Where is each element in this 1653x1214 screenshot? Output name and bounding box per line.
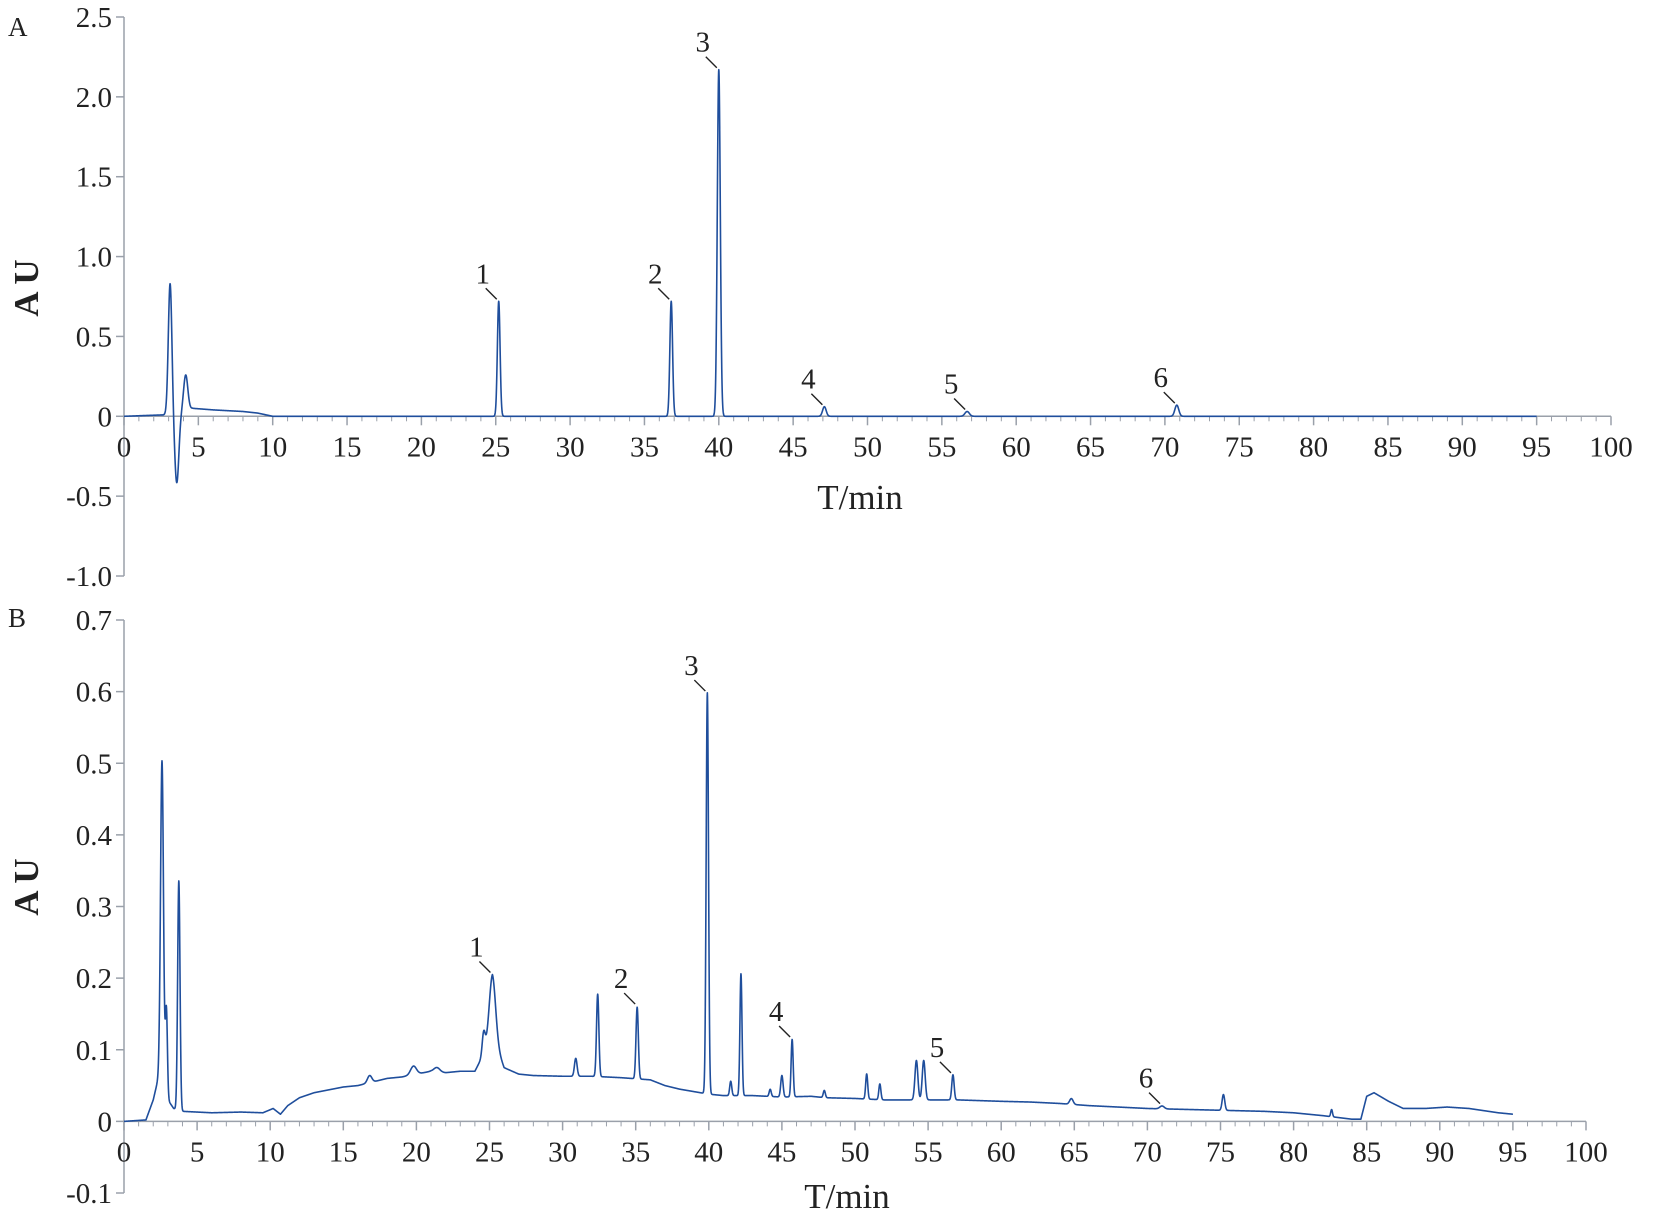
peak-leader-line [1148, 1092, 1161, 1105]
peak-label: 2 [648, 258, 663, 290]
x-tick-label: 40 [694, 1136, 723, 1168]
peak-label: 4 [769, 996, 784, 1028]
peak-leader-line [1163, 391, 1176, 404]
y-tick-label: 0.7 [76, 605, 112, 637]
x-tick-label: 90 [1425, 1136, 1454, 1168]
peak-label: 3 [684, 650, 699, 682]
peak-leader-line [810, 393, 823, 406]
x-tick-label: 0 [117, 431, 132, 463]
peak-leader-line [939, 1061, 952, 1074]
y-tick-label: 0.3 [76, 892, 112, 924]
x-tick-label: 85 [1352, 1136, 1381, 1168]
y-tick-label: -0.1 [66, 1178, 112, 1210]
y-tick-label: 0 [98, 401, 113, 433]
x-tick-label: 15 [333, 431, 362, 463]
peak-label: 6 [1154, 362, 1169, 394]
peak-leader-line [657, 287, 670, 300]
x-tick-label: 65 [1076, 431, 1105, 463]
x-tick-label: 95 [1522, 431, 1551, 463]
peak-label: 3 [696, 27, 711, 59]
x-tick-label: 80 [1279, 1136, 1308, 1168]
x-tick-label: 60 [1002, 431, 1031, 463]
x-tick-label: 0 [117, 1136, 132, 1168]
x-tick-label: 20 [407, 431, 436, 463]
peak-leader-line [693, 679, 706, 692]
x-tick-label: 25 [481, 431, 510, 463]
peak-label: 4 [801, 364, 816, 396]
y-tick-label: 1.5 [76, 162, 112, 194]
panel-label: B [8, 603, 26, 633]
y-tick-label: 0.6 [76, 677, 112, 709]
panel-label: A [8, 12, 28, 42]
y-tick-label: 0.4 [76, 820, 113, 852]
chromatogram-panel-b: B A U T/min -0.100.10.20.30.40.50.60.70 5… [7, 603, 1608, 1214]
peak-label: 2 [614, 963, 629, 995]
y-tick-label: -1.0 [66, 561, 112, 593]
peak-leader-line [623, 992, 636, 1005]
chromatogram-panel-a: A A U T/min -1.0-0.500.51.01.52.02.50 5 10… [7, 2, 1633, 593]
x-tick-label: 70 [1133, 1136, 1162, 1168]
x-tick-label: 40 [704, 431, 733, 463]
x-tick-label: 30 [548, 1136, 577, 1168]
x-tick-label: 100 [1589, 431, 1633, 463]
y-tick-label: 0 [98, 1106, 113, 1138]
y-tick-label: -0.5 [66, 481, 112, 513]
y-tick-label: 0.2 [76, 963, 112, 995]
x-tick-label: 70 [1150, 431, 1179, 463]
y-tick-label: 2.0 [76, 82, 112, 114]
x-tick-label: 10 [256, 1136, 285, 1168]
y-tick-label: 2.5 [76, 2, 112, 34]
x-tick-label: 95 [1498, 1136, 1527, 1168]
x-tick-label: 55 [927, 431, 956, 463]
x-tick-label: 75 [1225, 431, 1254, 463]
x-tick-label: 50 [841, 1136, 870, 1168]
y-axis-title: A U [7, 858, 46, 915]
peak-label: 1 [469, 932, 484, 964]
x-tick-label: 100 [1564, 1136, 1608, 1168]
x-tick-label: 60 [987, 1136, 1016, 1168]
x-tick-label: 90 [1448, 431, 1477, 463]
y-tick-label: 0.5 [76, 748, 112, 780]
peak-label: 6 [1139, 1063, 1154, 1095]
x-tick-label: 35 [630, 431, 659, 463]
chromatogram-trace [123, 692, 1514, 1123]
peak-leader-line [485, 287, 498, 300]
x-tick-label: 30 [556, 431, 585, 463]
x-tick-label: 5 [191, 431, 206, 463]
peak-leader-line [953, 397, 966, 410]
x-tick-label: 50 [853, 431, 882, 463]
x-tick-label: 55 [914, 1136, 943, 1168]
x-axis-title: T/min [817, 478, 903, 517]
y-tick-label: 0.1 [76, 1035, 112, 1067]
x-tick-label: 20 [402, 1136, 431, 1168]
y-tick-label: 1.0 [76, 242, 112, 274]
peak-label: 5 [930, 1032, 945, 1064]
x-tick-label: 80 [1299, 431, 1328, 463]
peak-leader-line [705, 56, 718, 69]
x-tick-label: 85 [1373, 431, 1402, 463]
chromatogram-trace [123, 68, 1538, 484]
peak-label: 1 [475, 258, 490, 290]
y-tick-label: 0.5 [76, 321, 112, 353]
x-tick-label: 35 [621, 1136, 650, 1168]
x-tick-label: 5 [190, 1136, 205, 1168]
peak-leader-line [778, 1025, 791, 1038]
x-tick-label: 25 [475, 1136, 504, 1168]
x-axis-title: T/min [804, 1177, 890, 1214]
x-tick-label: 15 [329, 1136, 358, 1168]
x-tick-label: 45 [779, 431, 808, 463]
peak-label: 5 [944, 368, 959, 400]
x-tick-label: 45 [767, 1136, 796, 1168]
x-tick-label: 75 [1206, 1136, 1235, 1168]
x-tick-label: 65 [1060, 1136, 1089, 1168]
y-axis-title: A U [7, 259, 46, 316]
peak-leader-line [478, 961, 491, 974]
x-tick-label: 10 [258, 431, 287, 463]
